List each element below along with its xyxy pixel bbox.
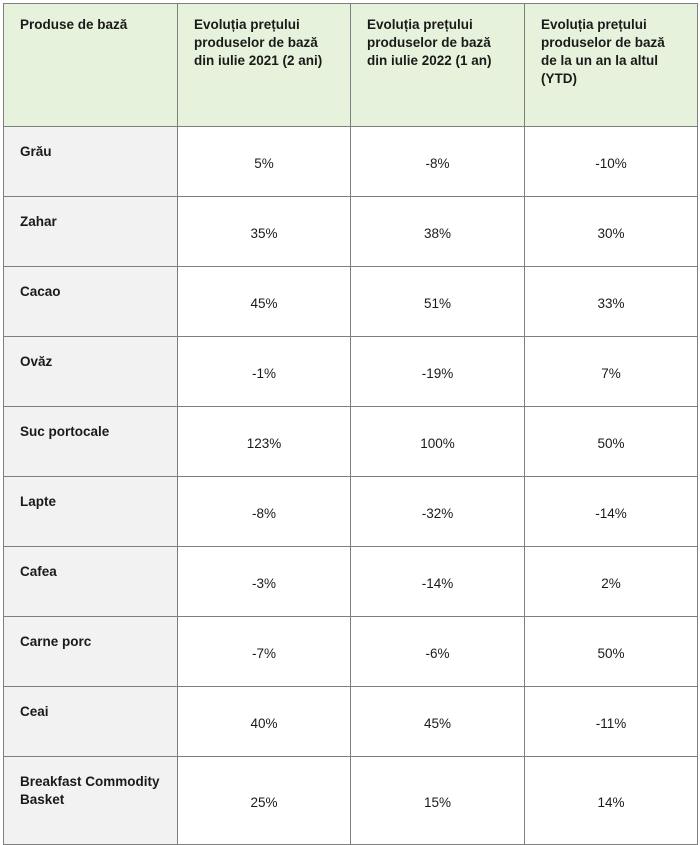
table-row: Carne porc -7% -6% 50%: [3, 616, 698, 687]
product-name: Grău: [3, 126, 178, 197]
value-cell: 38%: [350, 196, 525, 267]
value-cell: -10%: [524, 126, 698, 197]
value-cell: -7%: [177, 616, 351, 687]
value-cell: 100%: [350, 406, 525, 477]
value-cell: 45%: [177, 266, 351, 337]
value-cell: 33%: [524, 266, 698, 337]
table-row: Ceai 40% 45% -11%: [3, 686, 698, 757]
table-row: Breakfast Commodity Basket 25% 15% 14%: [3, 756, 698, 845]
product-name: Lapte: [3, 476, 178, 547]
table-row: Suc portocale 123% 100% 50%: [3, 406, 698, 477]
product-name: Zahar: [3, 196, 178, 267]
product-name: Suc portocale: [3, 406, 178, 477]
value-cell: -8%: [350, 126, 525, 197]
value-cell: 35%: [177, 196, 351, 267]
header-cell: Evoluția prețului produselor de bază din…: [177, 3, 351, 127]
product-name: Carne porc: [3, 616, 178, 687]
product-name: Ovăz: [3, 336, 178, 407]
value-cell: 14%: [524, 756, 698, 845]
table-body: Grău 5% -8% -10% Zahar 35% 38% 30% Cacao 45% 51% 33…: [3, 126, 698, 845]
table-row: Ovăz -1% -19% 7%: [3, 336, 698, 407]
value-cell: 123%: [177, 406, 351, 477]
value-cell: 2%: [524, 546, 698, 617]
header-cell: Produse de bază: [3, 3, 178, 127]
value-cell: -14%: [350, 546, 525, 617]
product-name: Ceai: [3, 686, 178, 757]
page: Produse de bază Evoluția prețului produse…: [3, 3, 698, 845]
value-cell: 15%: [350, 756, 525, 845]
value-cell: 5%: [177, 126, 351, 197]
table-row: Cacao 45% 51% 33%: [3, 266, 698, 337]
header-cell: Evoluția prețului produselor de bază de …: [524, 3, 698, 127]
value-cell: -6%: [350, 616, 525, 687]
table-row: Zahar 35% 38% 30%: [3, 196, 698, 267]
value-cell: -11%: [524, 686, 698, 757]
value-cell: -3%: [177, 546, 351, 617]
value-cell: -19%: [350, 336, 525, 407]
value-cell: -1%: [177, 336, 351, 407]
header-row: Produse de bază Evoluția prețului produse…: [3, 3, 698, 127]
value-cell: 7%: [524, 336, 698, 407]
value-cell: 45%: [350, 686, 525, 757]
value-cell: -14%: [524, 476, 698, 547]
value-cell: 30%: [524, 196, 698, 267]
value-cell: 40%: [177, 686, 351, 757]
value-cell: -8%: [177, 476, 351, 547]
value-cell: 25%: [177, 756, 351, 845]
table-row: Cafea -3% -14% 2%: [3, 546, 698, 617]
product-name: Breakfast Commodity Basket: [3, 756, 178, 845]
table-row: Lapte -8% -32% -14%: [3, 476, 698, 547]
value-cell: 50%: [524, 406, 698, 477]
value-cell: -32%: [350, 476, 525, 547]
price-table: Produse de bază Evoluția prețului produse…: [3, 3, 698, 845]
product-name: Cafea: [3, 546, 178, 617]
product-name: Cacao: [3, 266, 178, 337]
value-cell: 51%: [350, 266, 525, 337]
value-cell: 50%: [524, 616, 698, 687]
table-row: Grău 5% -8% -10%: [3, 126, 698, 197]
header-cell: Evoluția prețului produselor de bază din…: [350, 3, 525, 127]
